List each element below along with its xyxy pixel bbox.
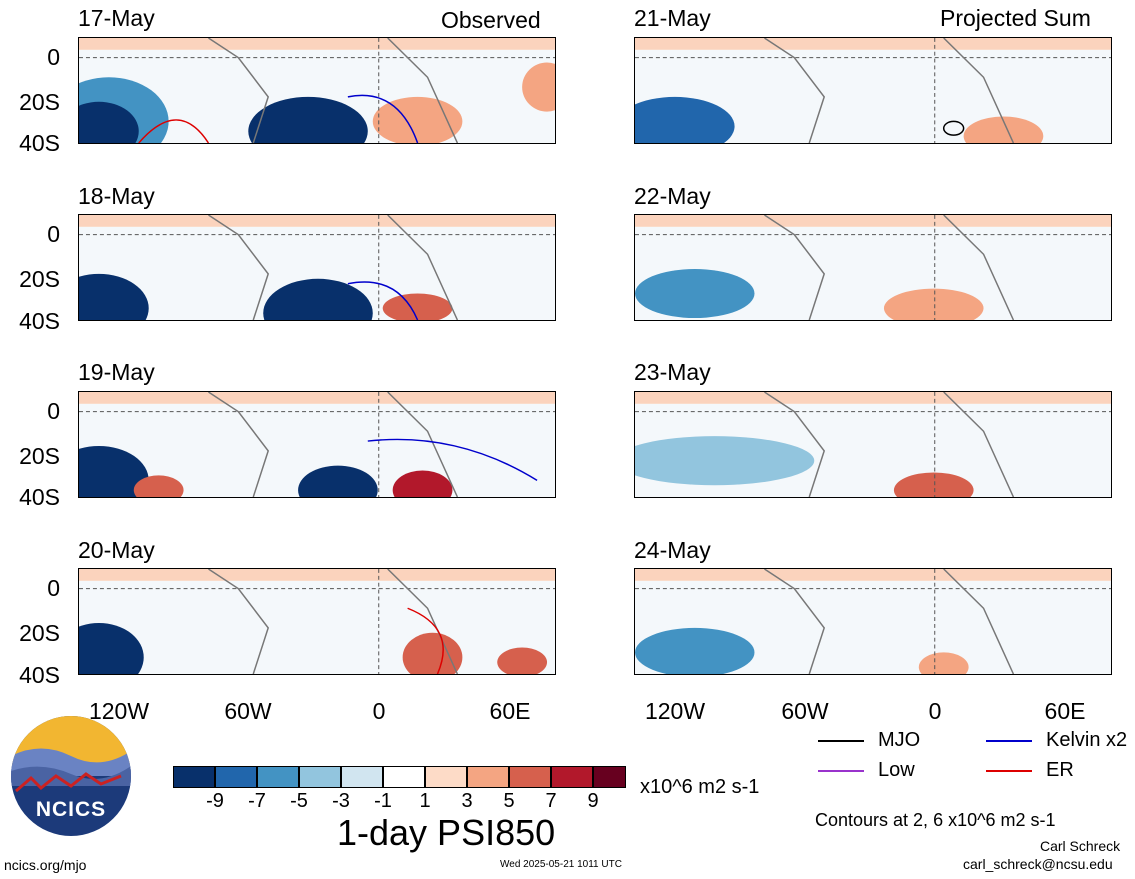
map-panel-proj-3: [634, 391, 1112, 498]
panel-date-obs-3: 19-May: [78, 359, 155, 385]
legend-er-label: ER: [1046, 759, 1074, 781]
legend-kelvin-label: Kelvin x2: [1046, 729, 1128, 751]
colorbar-swatch-1: [173, 766, 215, 788]
colorbar-swatch-10: [551, 766, 593, 788]
colorbar-tick: 5: [503, 790, 515, 812]
colorbar-tick: 3: [461, 790, 473, 812]
ytick-40s-obs-1: 40S: [19, 130, 60, 156]
panel-date-obs-2: 18-May: [78, 183, 155, 209]
contours-note: Contours at 2, 6 x10^6 m2 s-1: [815, 810, 1056, 830]
map-panel-proj-1: [634, 37, 1112, 144]
panel-date-proj-3: 23-May: [634, 359, 711, 385]
ytick-0-obs-4: 0: [47, 575, 60, 601]
colorbar-swatch-6: [383, 766, 425, 788]
author-name: Carl Schreck: [1040, 838, 1121, 854]
author-email[interactable]: carl_schreck@ncsu.edu: [963, 856, 1113, 872]
xtick-0-right: 0: [928, 698, 942, 724]
colorbar-swatch-11: [593, 766, 626, 788]
xtick-120w-left: 120W: [88, 698, 150, 724]
colorbar-swatch-8: [467, 766, 509, 788]
colorbar-units: x10^6 m2 s-1: [640, 776, 760, 798]
colorbar-tick: -3: [332, 790, 350, 812]
ncics-logo[interactable]: NCICS: [11, 716, 131, 836]
legend-mjo-label: MJO: [878, 729, 921, 751]
panel-date-proj-4: 24-May: [634, 537, 711, 563]
legend-mjo-line: [818, 740, 864, 742]
projected-label: Projected Sum: [940, 5, 1091, 31]
xtick-0-left: 0: [372, 698, 386, 724]
panel-date-proj-2: 22-May: [634, 183, 711, 209]
map-panel-obs-2: [78, 214, 556, 321]
map-panel-obs-4: [78, 568, 556, 675]
colorbar-tick: 9: [587, 790, 599, 812]
panel-date-obs-4: 20-May: [78, 537, 155, 563]
colorbar-swatch-7: [425, 766, 467, 788]
ytick-20s-obs-3: 20S: [19, 443, 60, 469]
map-panel-proj-4: [634, 568, 1112, 675]
colorbar-tick: -9: [206, 790, 224, 812]
ytick-40s-obs-4: 40S: [19, 662, 60, 688]
legend-er-line: [986, 770, 1032, 772]
site-link[interactable]: ncics.org/mjo: [4, 857, 87, 873]
legend-low-label: Low: [878, 759, 915, 781]
map-title: 1-day PSI850: [337, 812, 556, 853]
colorbar-tick: 7: [545, 790, 557, 812]
xtick-60w-right: 60W: [781, 698, 829, 724]
colorbar-swatch-9: [509, 766, 551, 788]
colorbar-swatch-5: [341, 766, 383, 788]
legend-kelvin-line: [986, 740, 1032, 742]
ytick-20s-obs-4: 20S: [19, 620, 60, 646]
map-panel-obs-1: [78, 37, 556, 144]
colorbar-swatch-3: [257, 766, 299, 788]
colorbar-tick: 1: [419, 790, 431, 812]
timestamp: Wed 2025-05-21 1011 UTC: [500, 859, 622, 870]
colorbar-swatch-2: [215, 766, 257, 788]
map-panel-proj-2: [634, 214, 1112, 321]
observed-label: Observed: [441, 7, 541, 33]
xtick-60e-right: 60E: [1044, 698, 1086, 724]
ytick-40s-obs-2: 40S: [19, 308, 60, 334]
ytick-20s-obs-2: 20S: [19, 266, 60, 292]
panel-date-obs-1: 17-May: [78, 5, 155, 31]
ytick-20s-obs-1: 20S: [19, 89, 60, 115]
colorbar-swatch-4: [299, 766, 341, 788]
xtick-60e-left: 60E: [489, 698, 531, 724]
legend-low-line: [818, 770, 864, 772]
xtick-120w-right: 120W: [644, 698, 706, 724]
colorbar-tick: -1: [374, 790, 392, 812]
logo-text: NCICS: [35, 798, 107, 821]
ytick-0-obs-2: 0: [47, 221, 60, 247]
ytick-0-obs-3: 0: [47, 398, 60, 424]
xtick-60w-left: 60W: [224, 698, 272, 724]
colorbar-tick: -5: [290, 790, 308, 812]
map-panel-obs-3: [78, 391, 556, 498]
ytick-0-obs-1: 0: [47, 44, 60, 70]
colorbar-tick: -7: [248, 790, 266, 812]
panel-date-proj-1: 21-May: [634, 5, 711, 31]
ytick-40s-obs-3: 40S: [19, 484, 60, 510]
